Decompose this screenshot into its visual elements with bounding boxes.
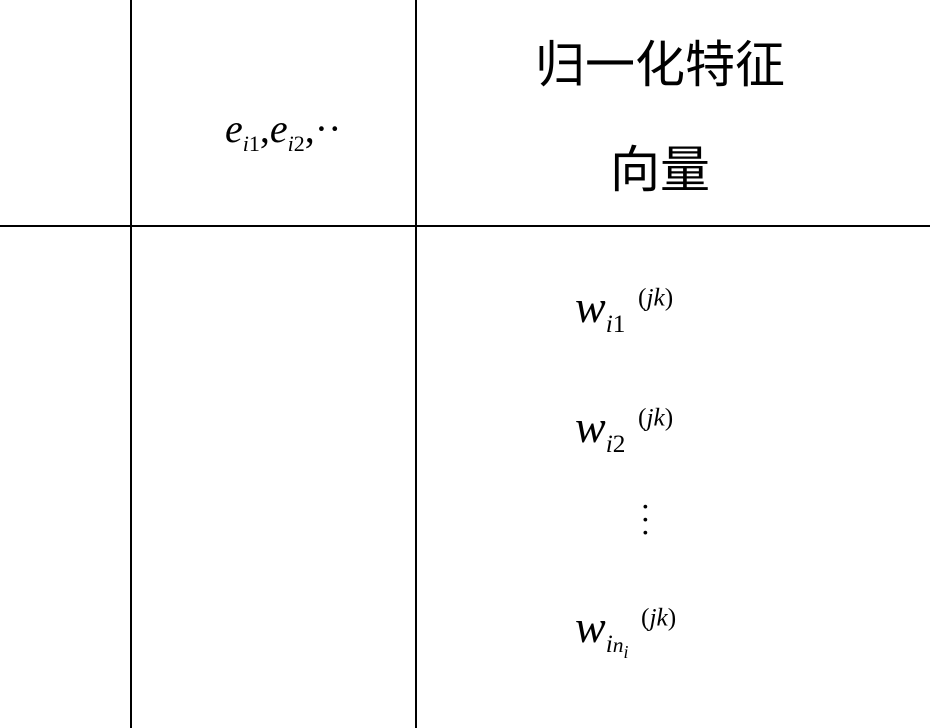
- weight-w-in: wini (jk): [575, 600, 676, 663]
- vertical-ellipsis-icon: ···: [640, 500, 651, 539]
- w2-sup-close: ): [665, 404, 673, 432]
- wn-sup-j: j: [649, 604, 656, 632]
- e-symbol-2: e: [270, 106, 288, 151]
- wn-sup-k: k: [657, 604, 668, 632]
- normalized-feature-label-line2: 向量: [610, 130, 710, 202]
- vertical-divider-left: [130, 0, 132, 728]
- w1-sub-i: i: [606, 310, 613, 338]
- wn-sub-n: n: [613, 633, 624, 657]
- vertical-divider-right: [415, 0, 417, 728]
- eigenvector-sequence-label: ei1,ei2,··: [225, 105, 341, 157]
- w2-sub-i: i: [606, 430, 613, 458]
- w2-sup-j: j: [646, 404, 653, 432]
- trailing-dots: ,··: [305, 106, 342, 151]
- weight-w-i1: wi1 (jk): [575, 280, 673, 339]
- weight-w-i2: wi2 (jk): [575, 400, 673, 459]
- e1-sub-1: 1: [249, 131, 260, 156]
- e-symbol-1: e: [225, 106, 243, 151]
- e2-sub-2: 2: [294, 131, 305, 156]
- w1-sup-j: j: [646, 284, 653, 312]
- w1-sup-k: k: [654, 284, 665, 312]
- wn-sup-close: ): [668, 604, 676, 632]
- w2-sup-k: k: [654, 404, 665, 432]
- w2-sub-2: 2: [613, 430, 626, 458]
- normalized-feature-label-line1: 归一化特征: [535, 25, 785, 97]
- w-symbol-n: w: [575, 601, 606, 652]
- wn-sub-i: i: [606, 630, 613, 658]
- wn-sub-n-sub-i: i: [623, 642, 628, 662]
- w1-sub-1: 1: [613, 310, 626, 338]
- w-symbol-1: w: [575, 281, 606, 332]
- w-symbol-2: w: [575, 401, 606, 452]
- diagram-frame: ei1,ei2,·· 归一化特征 向量 wi1 (jk) wi2 (jk) ··…: [0, 0, 930, 728]
- horizontal-divider: [0, 225, 930, 227]
- w1-sup-close: ): [665, 284, 673, 312]
